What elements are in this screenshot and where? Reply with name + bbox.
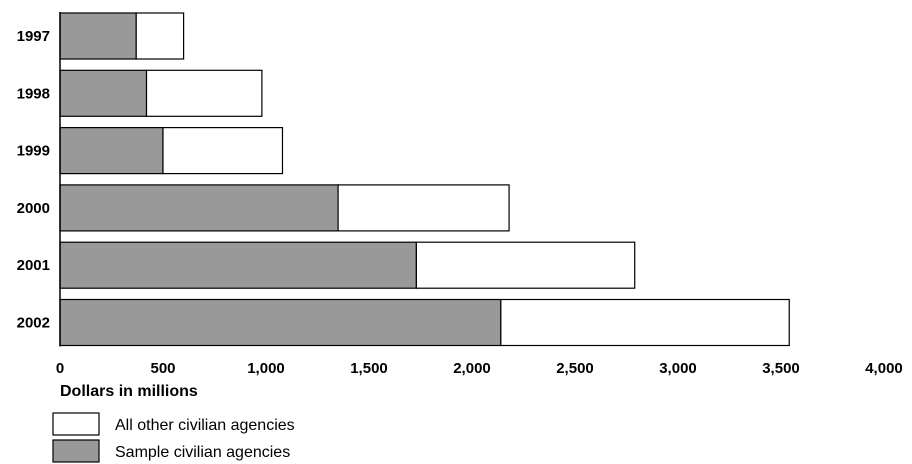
bar-1998-sample [59, 69, 148, 117]
x-tick-label: 1,000 [247, 360, 285, 377]
bars-group [59, 12, 790, 347]
y-tick-label-2000: 2000 [17, 200, 50, 217]
x-tick-label: 1,500 [350, 360, 388, 377]
x-tick-label: 500 [150, 360, 175, 377]
x-tick-label: 0 [56, 360, 64, 377]
bar-2000-other [337, 184, 510, 232]
x-tick-label: 2,500 [556, 360, 594, 377]
legend: All other civilian agencies Sample civili… [52, 412, 295, 463]
y-tick-label-1997: 1997 [17, 28, 50, 45]
y-tick-labels: 1997 1998 1999 2000 2001 2002 [17, 28, 50, 332]
y-tick-label-2002: 2002 [17, 315, 50, 332]
bar-1997-sample [59, 12, 137, 60]
legend-label: Sample civilian agencies [115, 444, 290, 461]
x-tick-labels: 0 500 1,000 1,500 2,000 2,500 3,000 3,500 4,000 [56, 360, 903, 377]
y-tick-label-1999: 1999 [17, 143, 50, 160]
bar-2000-sample [59, 184, 339, 232]
legend-swatch [52, 412, 100, 436]
bar-2001-other [415, 241, 636, 289]
bar-1998-other [145, 69, 263, 117]
y-tick-label-1998: 1998 [17, 85, 50, 102]
x-tick-label: 4,000 [865, 360, 903, 377]
legend-label: All other civilian agencies [115, 417, 295, 434]
legend-swatch [52, 439, 100, 463]
bar-2002-sample [59, 298, 502, 347]
bar-2002-other [500, 298, 790, 347]
y-tick-label-2001: 2001 [17, 257, 50, 274]
bar-1999-other [162, 126, 284, 175]
x-tick-label: 3,500 [762, 360, 800, 377]
bar-1999-sample [59, 126, 164, 175]
bar-2001-sample [59, 241, 417, 289]
x-tick-label: 2,000 [453, 360, 491, 377]
x-axis-title: Dollars in millions [60, 383, 198, 400]
x-tick-label: 3,000 [659, 360, 697, 377]
bar-1997-other [135, 12, 185, 60]
